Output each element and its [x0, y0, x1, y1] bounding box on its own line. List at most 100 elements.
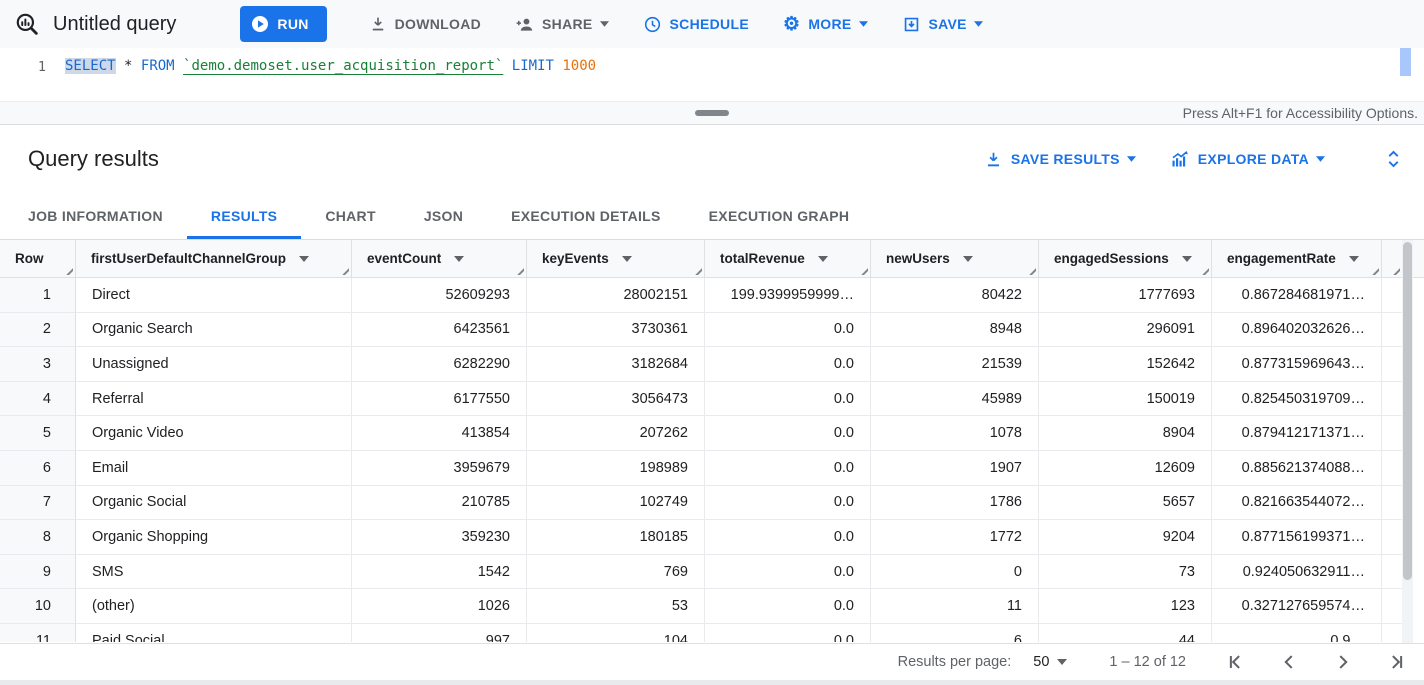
- share-label: SHARE: [542, 16, 593, 32]
- save-icon: [904, 17, 918, 31]
- column-header-engagedsessions[interactable]: engagedSessions: [1039, 240, 1212, 277]
- column-label: Row: [15, 251, 44, 266]
- table-row: 8 Organic Shopping 359230 180185 0.0 1772 9204…: [0, 520, 1424, 555]
- cell: 1542: [352, 554, 527, 590]
- cell: 3182684: [527, 347, 705, 382]
- page-size-select[interactable]: 50: [1033, 654, 1068, 670]
- unfold-icon[interactable]: [1385, 148, 1402, 170]
- clock-icon: [644, 16, 660, 32]
- column-label: engagementRate: [1227, 251, 1336, 266]
- table-body: 1 Direct 52609293 28002151 199.9399959999… 80…: [0, 278, 1424, 642]
- row-number: 10: [0, 589, 76, 624]
- column-resize-handle[interactable]: [513, 264, 524, 275]
- column-label: newUsers: [886, 251, 950, 266]
- cell: 997: [352, 623, 527, 642]
- tab-json[interactable]: JSON: [423, 208, 464, 224]
- cell: Organic Search: [76, 312, 352, 348]
- chevron-down-icon: [1057, 659, 1068, 665]
- cell: 0.0: [705, 485, 871, 521]
- last-page-button[interactable]: [1386, 651, 1408, 673]
- column-resize-handle[interactable]: [1368, 264, 1379, 275]
- page-size-value: 50: [1033, 654, 1050, 670]
- column-resize-handle[interactable]: [1389, 264, 1400, 275]
- tab-results[interactable]: RESULTS: [187, 193, 301, 239]
- row-number: 5: [0, 416, 76, 451]
- column-resize-handle[interactable]: [338, 264, 349, 275]
- cell: 0.867284681971…: [1212, 278, 1382, 313]
- table-vertical-scrollbar[interactable]: [1402, 240, 1413, 643]
- cell: Paid Social: [76, 623, 352, 642]
- scrollbar-thumb[interactable]: [1403, 242, 1412, 580]
- sql-editor[interactable]: 1 SELECT * FROM `demo.demoset.user_acqui…: [0, 48, 1424, 101]
- tab-execution-details[interactable]: EXECUTION DETAILS: [511, 208, 661, 224]
- more-button[interactable]: ⚙ MORE: [771, 6, 880, 42]
- cell: 1777693: [1039, 278, 1212, 313]
- save-label: SAVE: [928, 16, 967, 32]
- sort-arrow-icon[interactable]: [817, 255, 828, 262]
- row-number: 2: [0, 312, 76, 348]
- sort-arrow-icon[interactable]: [1348, 255, 1359, 262]
- column-header-row: Row: [0, 240, 76, 277]
- cell-extra: [1382, 624, 1402, 642]
- column-resize-handle[interactable]: [1025, 264, 1036, 275]
- cell: 0.896402032626…: [1212, 312, 1382, 348]
- tab-job-information[interactable]: JOB INFORMATION: [28, 208, 163, 224]
- table-row: 7 Organic Social 210785 102749 0.0 1786 5657 0.…: [0, 485, 1424, 521]
- cell: 45989: [871, 381, 1039, 417]
- explore-data-button[interactable]: EXPLORE DATA: [1158, 141, 1337, 177]
- cell: 123: [1039, 589, 1212, 624]
- row-number: 8: [0, 520, 76, 555]
- cell: 52609293: [352, 278, 527, 313]
- cell: 6423561: [352, 312, 527, 348]
- column-header-keyevents[interactable]: keyEvents: [527, 240, 705, 277]
- first-page-button[interactable]: [1224, 651, 1246, 673]
- table-row: 2 Organic Search 6423561 3730361 0.0 8948 2960…: [0, 312, 1424, 348]
- column-header-eventcount[interactable]: eventCount: [352, 240, 527, 277]
- schedule-button[interactable]: SCHEDULE: [631, 6, 761, 42]
- chart-insights-icon: [1172, 151, 1188, 167]
- column-header-engagementrate[interactable]: engagementRate: [1212, 240, 1382, 277]
- sort-arrow-icon[interactable]: [299, 255, 310, 262]
- next-page-button[interactable]: [1332, 651, 1354, 673]
- sort-arrow-icon[interactable]: [1181, 255, 1192, 262]
- previous-page-button[interactable]: [1278, 651, 1300, 673]
- column-resize-handle[interactable]: [857, 264, 868, 275]
- column-header-firstuserdefaultchannelgroup[interactable]: firstUserDefaultChannelGroup: [76, 240, 352, 277]
- sql-keyword-select: SELECT: [65, 58, 116, 74]
- sql-table-reference[interactable]: `demo.demoset.user_acquisition_report`: [183, 58, 504, 74]
- cell: 1026: [352, 589, 527, 624]
- editor-scrollbar-thumb[interactable]: [1400, 48, 1411, 76]
- sort-arrow-icon[interactable]: [962, 255, 973, 262]
- sql-star: *: [124, 58, 133, 74]
- sort-arrow-icon[interactable]: [621, 255, 632, 262]
- column-header-totalrevenue[interactable]: totalRevenue: [705, 240, 871, 277]
- pagination-footer: Results per page: 50 1 – 12 of 12: [0, 643, 1424, 680]
- row-number: 7: [0, 485, 76, 521]
- tab-execution-graph[interactable]: EXECUTION GRAPH: [708, 208, 850, 224]
- column-label: eventCount: [367, 251, 442, 266]
- column-label: totalRevenue: [720, 251, 805, 266]
- panel-resize-handle[interactable]: [695, 110, 729, 116]
- cell: 73: [1039, 554, 1212, 590]
- horizontal-scrollbar-track[interactable]: [0, 680, 1424, 685]
- cell: 769: [527, 554, 705, 590]
- column-resize-handle[interactable]: [691, 264, 702, 275]
- cell: 0.0: [705, 450, 871, 486]
- tab-chart[interactable]: CHART: [325, 208, 376, 224]
- row-number: 9: [0, 554, 76, 590]
- cell: 3730361: [527, 312, 705, 348]
- save-button[interactable]: SAVE: [890, 6, 995, 42]
- sort-arrow-icon[interactable]: [454, 255, 465, 262]
- column-header-newusers[interactable]: newUsers: [871, 240, 1039, 277]
- run-button[interactable]: RUN: [240, 6, 327, 42]
- sql-keyword-limit: LIMIT: [511, 58, 554, 74]
- column-resize-handle[interactable]: [1198, 264, 1209, 275]
- column-resize-handle[interactable]: [62, 264, 73, 275]
- cell: 207262: [527, 416, 705, 451]
- cell: 0.0: [705, 623, 871, 642]
- download-button[interactable]: DOWNLOAD: [357, 6, 493, 42]
- query-title[interactable]: Untitled query: [53, 12, 177, 35]
- save-results-button[interactable]: SAVE RESULTS: [972, 141, 1148, 177]
- cell: 80422: [871, 278, 1039, 313]
- share-button[interactable]: SHARE: [503, 6, 621, 42]
